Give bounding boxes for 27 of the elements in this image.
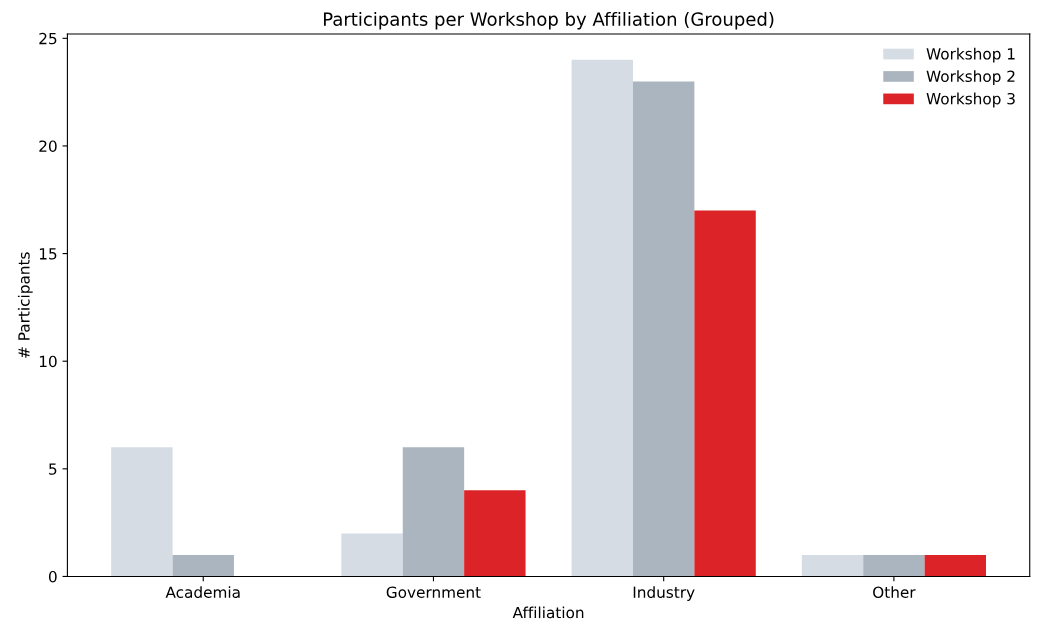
x-tick-label: Other <box>873 586 916 598</box>
bar <box>694 210 756 577</box>
x-tick-label: Industry <box>633 586 695 601</box>
bar <box>801 554 864 577</box>
bar <box>571 59 633 577</box>
legend-label: Workshop 1 <box>926 47 1015 63</box>
y-tick-label: 25 <box>39 32 57 45</box>
bar <box>111 447 173 577</box>
y-tick-label: 5 <box>49 463 57 475</box>
bar <box>632 81 695 577</box>
y-tick-label: 0 <box>48 570 57 583</box>
x-tick-label: Government <box>386 586 481 598</box>
chart-title: Participants per Workshop by Affiliation (Grouped) <box>324 11 774 30</box>
legend-label: Workshop 2 <box>926 70 1015 85</box>
y-tick-label: 15 <box>39 248 57 260</box>
legend-label: Workshop 3 <box>926 92 1015 108</box>
y-tick-label: 20 <box>39 140 57 152</box>
x-axis-title: Affiliation <box>512 606 584 619</box>
x-tick-label: Academia <box>165 586 240 598</box>
y-tick-label: 10 <box>39 355 57 368</box>
y-axis-title: # Participants <box>17 252 33 358</box>
bar <box>172 554 234 577</box>
bar <box>341 533 403 577</box>
bar <box>863 554 925 577</box>
bar <box>402 447 465 577</box>
bar <box>464 490 526 577</box>
bar <box>924 554 986 577</box>
